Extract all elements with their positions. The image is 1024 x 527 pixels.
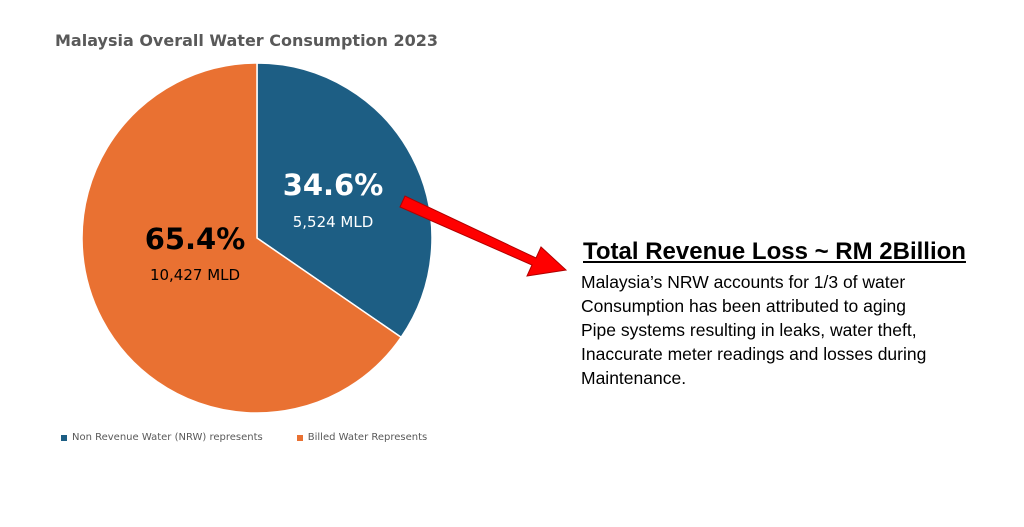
legend-label-billed: Billed Water Represents bbox=[307, 432, 428, 443]
slice-percent-label-billed: 65.4% bbox=[145, 222, 246, 256]
pie-slice-nrw bbox=[256, 62, 433, 339]
callout-body: Malaysia’s NRW accounts for 1/3 of water… bbox=[581, 272, 927, 388]
slice-value-label-billed: 10,427 MLD bbox=[150, 266, 240, 284]
slice-value-label-nrw: 5,524 MLD bbox=[293, 213, 374, 231]
legend-swatch-billed bbox=[296, 434, 303, 441]
callout: Total Revenue Loss ~ RM 2Billion Malaysi… bbox=[581, 238, 1011, 390]
legend-item-nrw: Non Revenue Water (NRW) represents bbox=[61, 432, 263, 443]
callout-heading: Total Revenue Loss ~ RM 2Billion bbox=[583, 238, 966, 265]
legend-swatch-nrw bbox=[61, 434, 67, 441]
callout-arrow bbox=[399, 195, 568, 277]
legend-label-nrw: Non Revenue Water (NRW) represents bbox=[72, 432, 263, 443]
slice-percent-label-nrw: 34.6% bbox=[283, 168, 384, 202]
legend-item-billed: Billed Water Represents bbox=[296, 432, 428, 443]
pie-slice-billed bbox=[81, 62, 403, 414]
legend: Non Revenue Water (NRW) represents Bille… bbox=[61, 432, 427, 443]
chart-title: Malaysia Overall Water Consumption 2023 bbox=[55, 31, 439, 50]
